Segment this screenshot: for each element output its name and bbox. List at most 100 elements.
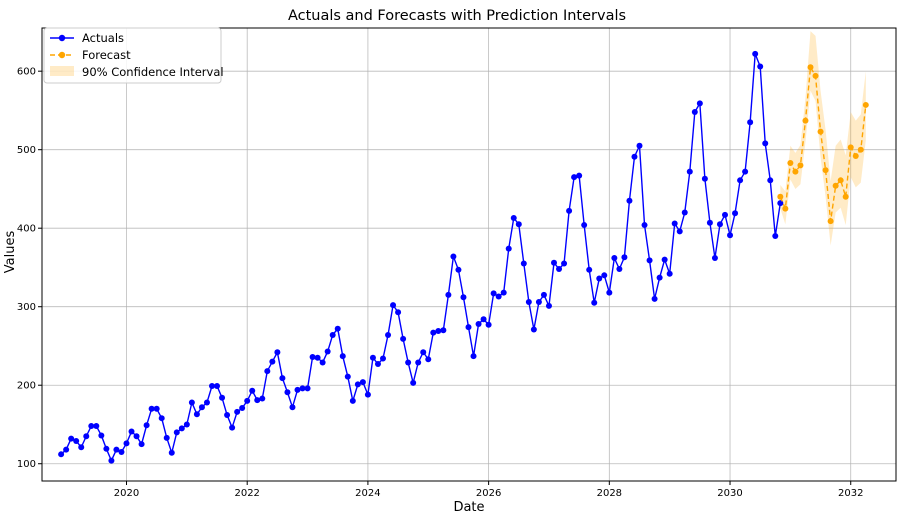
actuals-point	[752, 50, 759, 57]
actuals-point	[103, 445, 110, 452]
actuals-point	[520, 260, 527, 267]
forecast-point	[832, 182, 839, 189]
actuals-point	[183, 421, 190, 428]
actuals-point	[224, 412, 231, 419]
actuals-point	[158, 415, 165, 422]
actuals-point	[354, 381, 361, 388]
actuals-point	[173, 429, 180, 436]
actuals-point	[269, 358, 276, 365]
actuals-point	[239, 404, 246, 411]
legend-actuals-label: Actuals	[82, 31, 124, 45]
actuals-point	[656, 274, 663, 281]
actuals-point	[209, 383, 215, 389]
actuals-point	[329, 331, 336, 338]
actuals-point	[480, 316, 487, 323]
actuals-point	[626, 197, 633, 204]
actuals-point	[706, 219, 713, 226]
forecast-point	[837, 177, 844, 184]
x-tick-label: 2024	[355, 488, 380, 499]
actuals-point	[510, 214, 517, 221]
actuals-point	[274, 349, 281, 356]
actuals-point	[495, 293, 502, 300]
actuals-point	[606, 289, 613, 296]
actuals-point	[98, 432, 105, 439]
actuals-point	[219, 394, 226, 401]
x-axis-ticks: 2020 2022 2024 2026 2028 2030 2032	[114, 481, 863, 499]
legend-box	[43, 27, 222, 84]
forecast-point	[842, 193, 849, 200]
actuals-point	[234, 408, 241, 415]
actuals-point	[515, 221, 522, 228]
actuals-point	[244, 397, 251, 404]
actuals-point	[430, 329, 437, 336]
actuals-point	[556, 266, 563, 273]
actuals-point	[279, 375, 286, 382]
actuals-point	[133, 433, 140, 440]
actuals-point	[359, 379, 366, 386]
actuals-point	[732, 210, 739, 217]
forecast-point	[782, 205, 789, 212]
y-axis-ticks: 100 200 300 400 500 600	[17, 67, 42, 470]
actuals-point	[551, 259, 557, 266]
forecast-point	[852, 152, 859, 159]
grid	[42, 28, 896, 481]
actuals-point	[571, 174, 578, 181]
actuals-point	[716, 221, 723, 228]
y-tick-label: 600	[17, 67, 36, 78]
actuals-point	[374, 361, 381, 368]
y-tick-label: 500	[17, 145, 36, 156]
actuals-point	[299, 385, 306, 392]
actuals-point	[485, 321, 492, 328]
actuals-point	[405, 359, 412, 366]
actuals-point	[596, 275, 603, 282]
actuals-point	[661, 256, 668, 263]
y-tick-label: 400	[17, 224, 36, 235]
forecast-point	[847, 144, 854, 151]
actuals-point	[289, 404, 296, 411]
actuals-point	[118, 448, 125, 455]
actuals-point	[475, 320, 482, 327]
forecast-point	[807, 64, 814, 71]
actuals-point	[229, 424, 236, 431]
actuals-point	[737, 177, 744, 184]
actuals-point	[525, 299, 532, 305]
legend-interval-label: 90% Confidence Interval	[82, 65, 224, 79]
actuals-point	[380, 355, 386, 362]
actuals-point	[259, 395, 266, 402]
actuals-point	[671, 220, 678, 227]
actuals-point	[666, 270, 673, 277]
actuals-point	[545, 302, 552, 309]
actuals-point	[591, 299, 598, 306]
x-axis-label: Date	[453, 500, 484, 514]
y-tick-label: 300	[17, 302, 36, 313]
actuals-point	[762, 140, 769, 147]
actuals-point	[364, 391, 371, 398]
actuals-point	[722, 211, 728, 218]
x-tick-label: 2032	[838, 488, 863, 499]
y-tick-label: 200	[17, 381, 36, 392]
actuals-point	[611, 255, 618, 262]
actuals-point	[193, 411, 200, 418]
actuals-point	[636, 142, 643, 149]
actuals-point	[757, 63, 764, 70]
actuals-point	[395, 309, 402, 316]
actuals-point	[747, 119, 754, 126]
actuals-point	[148, 405, 155, 412]
actuals-point	[440, 327, 447, 334]
actuals-point	[128, 428, 135, 435]
actuals-point	[108, 457, 115, 464]
x-tick-label: 2022	[234, 488, 259, 499]
forecast-point	[822, 167, 829, 174]
actuals-point	[349, 397, 356, 404]
actuals-point	[334, 325, 341, 332]
actuals-point	[400, 335, 407, 342]
x-tick-label: 2030	[717, 488, 742, 499]
actuals-point	[63, 446, 70, 453]
actuals-point	[767, 177, 774, 184]
forecast-point	[797, 162, 804, 169]
actuals-point	[470, 353, 477, 360]
actuals-point	[254, 397, 261, 404]
actuals-point	[138, 441, 145, 448]
actuals-point	[425, 356, 432, 363]
actuals-point	[58, 451, 65, 458]
